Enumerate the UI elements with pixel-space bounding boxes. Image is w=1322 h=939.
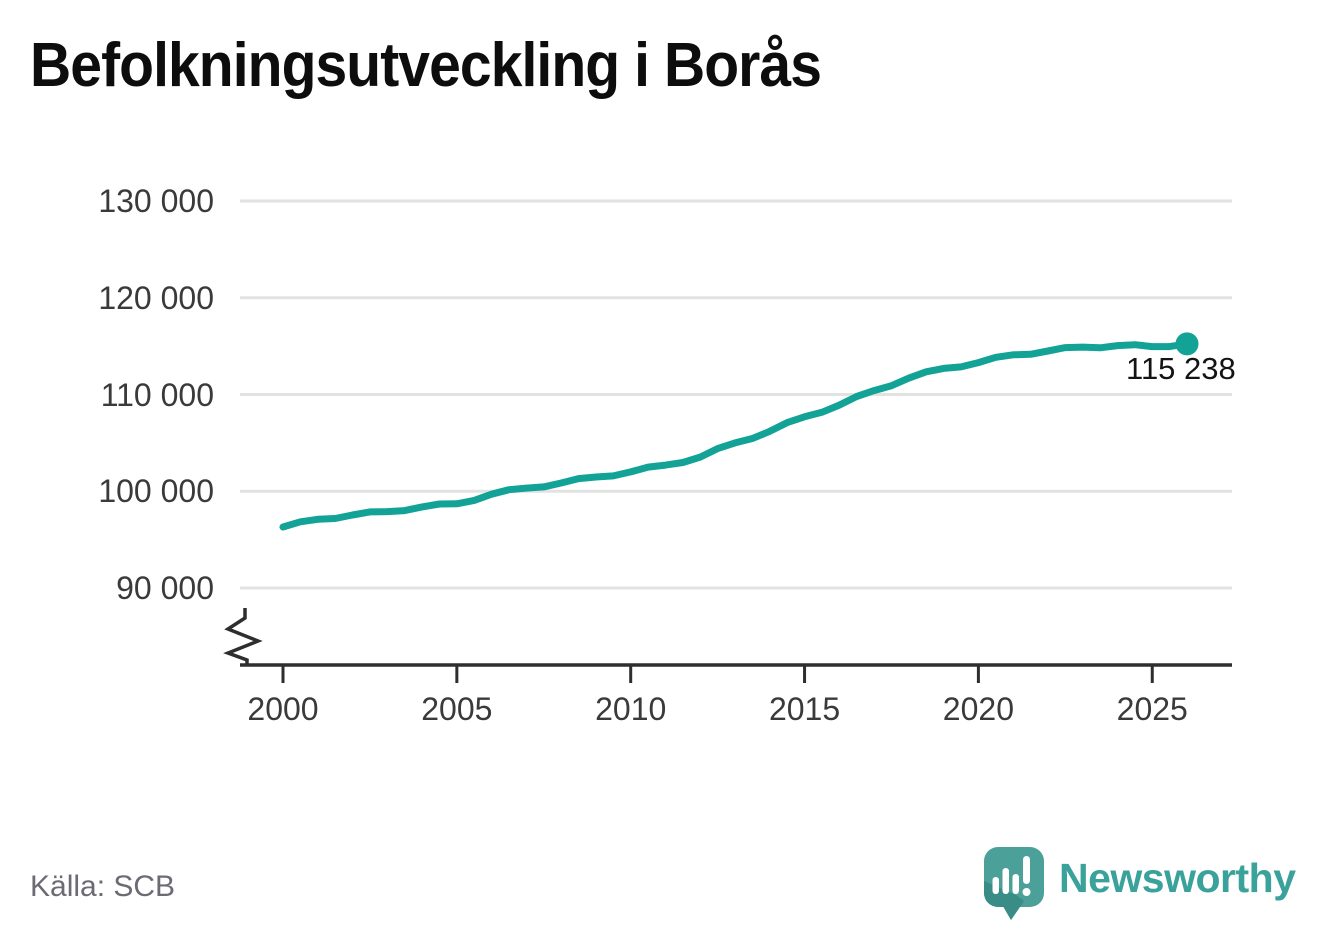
- y-axis-tick-label: 120 000: [98, 279, 214, 316]
- newsworthy-logo-icon: [984, 847, 1044, 920]
- newsworthy-branding: Newsworthy: [982, 843, 1296, 923]
- population-line: [279, 340, 1191, 531]
- x-axis-tick-label: 2005: [421, 691, 493, 727]
- x-axis-tick-label: 2015: [768, 691, 841, 727]
- x-axis-tick-label: 2010: [595, 691, 667, 727]
- last-value-label: 115 238: [1126, 351, 1236, 386]
- y-axis-tick-label: 90 000: [116, 570, 214, 606]
- axis-break-icon: [223, 608, 263, 665]
- y-axis-tick-label: 100 000: [98, 473, 214, 510]
- x-axis-tick-label: 2000: [247, 691, 319, 727]
- chart-title: Befolkningsutveckling i Borås: [30, 31, 822, 100]
- source-note: Källa: SCB: [30, 870, 176, 903]
- newsworthy-wordmark: Newsworthy: [1059, 854, 1296, 901]
- x-axis-tick-label: 2020: [942, 691, 1014, 727]
- y-axis-tick-label: 110 000: [100, 376, 214, 413]
- x-axis-tick-label: 2025: [1116, 691, 1188, 727]
- y-axis-tick-label: 130 000: [98, 183, 214, 219]
- last-point-marker: [1175, 332, 1199, 356]
